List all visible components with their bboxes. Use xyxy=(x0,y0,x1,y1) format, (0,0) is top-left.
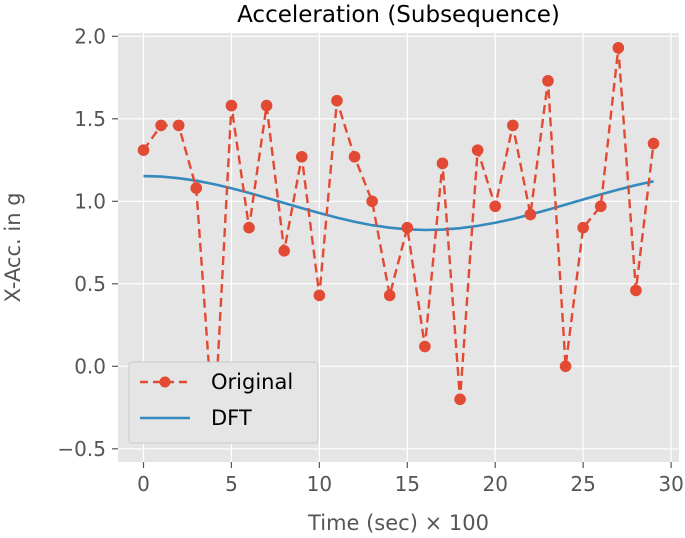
data-point-original xyxy=(524,208,537,221)
data-point-original xyxy=(383,289,396,302)
series-line-original xyxy=(142,46,655,437)
x-tick-label: 10 xyxy=(307,472,332,496)
y-axis-label: X-Acc. in g xyxy=(1,192,25,302)
data-point-original xyxy=(366,195,378,208)
data-point-original xyxy=(190,182,203,194)
ticks: 0 5 10 15 20 25 30 −0.5 0.0 0.5 1.0 1.5 2.0 xyxy=(57,24,683,496)
x-tick-label: 5 xyxy=(225,472,238,496)
data-point-original xyxy=(436,157,449,170)
data-point-original xyxy=(278,245,290,257)
legend-box xyxy=(128,361,319,444)
y-tick-label: 1.0 xyxy=(74,189,106,213)
data-point-original xyxy=(507,119,519,132)
legend-label-original: Original xyxy=(211,370,293,394)
x-axis-label: Time (sec) × 100 xyxy=(307,511,489,535)
data-point-original xyxy=(489,200,502,213)
data-point-original xyxy=(331,94,343,107)
data-point-original xyxy=(401,221,414,234)
data-point-original xyxy=(137,144,150,156)
y-tick-label: 2.0 xyxy=(74,24,106,48)
legend-label-dft: DFT xyxy=(211,406,252,430)
x-tick-label: 15 xyxy=(395,472,420,496)
data-point-original xyxy=(313,289,326,302)
legend-marker-original xyxy=(159,376,171,388)
y-tick-label: −0.5 xyxy=(57,437,106,461)
data-point-original xyxy=(225,99,238,112)
data-point-original xyxy=(172,119,185,132)
data-point-original xyxy=(454,393,466,406)
y-tick-label: 0.0 xyxy=(74,354,106,378)
x-tick-label: 25 xyxy=(570,472,595,496)
legend: Original DFT xyxy=(128,361,319,444)
x-tick-label: 0 xyxy=(137,472,150,496)
y-tick-label: 0.5 xyxy=(74,272,106,296)
data-point-original xyxy=(295,150,308,163)
data-point-original xyxy=(559,360,572,373)
data-point-original xyxy=(419,340,431,353)
chart-title: Acceleration (Subsequence) xyxy=(237,2,560,28)
series-layer xyxy=(137,42,660,442)
data-point-original xyxy=(260,99,273,112)
data-point-original xyxy=(243,221,255,234)
data-point-original xyxy=(577,221,589,234)
data-point-original xyxy=(630,284,642,297)
x-tick-label: 30 xyxy=(658,472,683,496)
data-point-original xyxy=(612,42,625,54)
data-point-original xyxy=(542,75,554,87)
data-point-original xyxy=(155,119,167,132)
x-tick-label: 20 xyxy=(482,472,507,496)
data-point-original xyxy=(348,150,361,163)
y-tick-label: 1.5 xyxy=(74,107,106,131)
data-point-original xyxy=(647,137,660,150)
data-point-original xyxy=(594,200,607,213)
series-line-dft xyxy=(143,174,654,232)
data-point-original xyxy=(471,144,484,156)
